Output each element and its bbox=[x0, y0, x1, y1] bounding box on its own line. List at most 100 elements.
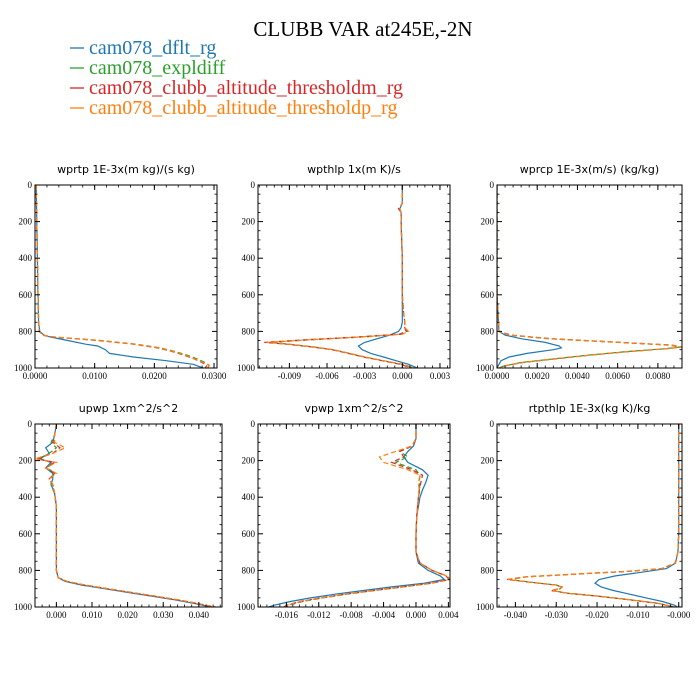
x-tick-label: 0.0060 bbox=[605, 371, 630, 381]
x-tick-label: -0.010 bbox=[626, 610, 650, 620]
y-tick-label: 1000 bbox=[14, 602, 33, 612]
x-tick-label: 0.0040 bbox=[565, 371, 590, 381]
x-tick-label: 0.0000 bbox=[485, 371, 510, 381]
series-line bbox=[35, 185, 211, 368]
plot-frame bbox=[496, 423, 683, 608]
y-tick-label: 800 bbox=[242, 326, 256, 336]
x-tick-label: -0.016 bbox=[275, 610, 299, 620]
series-line bbox=[268, 424, 446, 607]
legend-entry: cam078_clubb_altitude_thresholdm_rg bbox=[89, 77, 403, 99]
x-tick-label: 0.000 bbox=[392, 371, 413, 381]
series-line bbox=[35, 185, 210, 368]
y-tick-label: 800 bbox=[242, 565, 256, 575]
y-tick-label: 800 bbox=[481, 326, 495, 336]
x-tick-label: -0.000 bbox=[667, 610, 691, 620]
y-tick-label: 400 bbox=[19, 253, 33, 263]
y-tick-label: 0 bbox=[490, 180, 495, 190]
legend-entry: cam078_expldiff bbox=[89, 57, 226, 79]
x-tick-label: 0.010 bbox=[82, 610, 103, 620]
x-tick-label: -0.009 bbox=[278, 371, 302, 381]
series-line bbox=[593, 424, 680, 607]
plot-frame bbox=[257, 423, 451, 608]
plot-frame bbox=[34, 423, 223, 608]
y-tick-label: 1000 bbox=[14, 363, 33, 373]
y-tick-label: 400 bbox=[242, 253, 256, 263]
legend-entry: cam078_clubb_altitude_thresholdp_rg bbox=[89, 97, 397, 119]
plot-frame bbox=[34, 184, 218, 369]
x-tick-label: 0.000 bbox=[406, 610, 427, 620]
panel-title: wpthlp 1x(m K)/s bbox=[307, 163, 401, 176]
y-tick-label: 200 bbox=[242, 456, 256, 466]
y-tick-label: 0 bbox=[490, 419, 495, 429]
y-tick-label: 400 bbox=[481, 253, 495, 263]
y-tick-label: 800 bbox=[19, 326, 33, 336]
y-tick-label: 0 bbox=[251, 180, 256, 190]
series-line bbox=[35, 185, 208, 368]
x-tick-label: -0.030 bbox=[545, 610, 569, 620]
series-line bbox=[497, 185, 563, 368]
y-tick-label: 600 bbox=[242, 290, 256, 300]
series-line bbox=[507, 424, 680, 607]
legend-entry: cam078_dflt_rg bbox=[89, 37, 216, 59]
y-tick-label: 200 bbox=[19, 456, 33, 466]
x-tick-label: -0.040 bbox=[504, 610, 528, 620]
y-tick-label: 600 bbox=[481, 290, 495, 300]
y-tick-label: 1000 bbox=[237, 602, 256, 612]
chart-panel: wprtp 1E-3x(m kg)/(s kg) 0.0000 0.0100 0.02… bbox=[14, 163, 227, 381]
y-tick-label: 400 bbox=[19, 492, 33, 502]
y-tick-label: 200 bbox=[19, 217, 33, 227]
y-tick-label: 400 bbox=[242, 492, 256, 502]
x-tick-label: 0.040 bbox=[189, 610, 210, 620]
series-line bbox=[35, 185, 204, 368]
x-tick-label: 0.020 bbox=[117, 610, 138, 620]
chart-panel: upwp 1xm^2/s^2 0.000 0.010 0.020 0.030 0.040 0… bbox=[14, 402, 223, 620]
y-tick-label: 1000 bbox=[237, 363, 256, 373]
series-line bbox=[36, 424, 216, 607]
y-tick-label: 200 bbox=[481, 217, 495, 227]
series-line bbox=[38, 424, 212, 607]
x-tick-label: 0.0000 bbox=[23, 371, 48, 381]
y-tick-label: 600 bbox=[19, 529, 33, 539]
x-tick-label: 0.0100 bbox=[82, 371, 107, 381]
panel-title: rtpthlp 1E-3x(kg K)/kg bbox=[529, 402, 651, 415]
y-tick-label: 400 bbox=[481, 492, 495, 502]
legend: cam078_dflt_rgcam078_expldiffcam078_club… bbox=[70, 37, 403, 119]
x-tick-label: 0.030 bbox=[153, 610, 174, 620]
x-tick-label: -0.012 bbox=[307, 610, 330, 620]
y-tick-label: 600 bbox=[19, 290, 33, 300]
series-line bbox=[35, 424, 217, 607]
y-tick-label: 600 bbox=[481, 529, 495, 539]
x-tick-label: -0.003 bbox=[353, 371, 377, 381]
chart-panel: vpwp 1xm^2/s^2 -0.016 -0.012 -0.008 -0.004 0.… bbox=[237, 402, 459, 620]
y-tick-label: 200 bbox=[481, 456, 495, 466]
x-tick-label: 0.000 bbox=[46, 610, 67, 620]
series-line bbox=[507, 424, 680, 607]
plot-frame bbox=[496, 184, 683, 369]
series-line bbox=[284, 424, 450, 607]
panel-title: wprtp 1E-3x(m kg)/(s kg) bbox=[57, 163, 195, 176]
panels: wprtp 1E-3x(m kg)/(s kg)0.0000 0.0100 0.02… bbox=[14, 163, 691, 620]
series-line bbox=[35, 424, 214, 607]
series-line bbox=[509, 424, 680, 607]
x-tick-label: -0.004 bbox=[372, 610, 396, 620]
panel-title: vpwp 1xm^2/s^2 bbox=[304, 402, 403, 415]
x-tick-label: -0.006 bbox=[315, 371, 339, 381]
chart-panel: rtpthlp 1E-3x(kg K)/kg -0.040 -0.030 -0.020… bbox=[476, 402, 691, 620]
x-tick-label: 0.0200 bbox=[142, 371, 167, 381]
y-tick-label: 1000 bbox=[476, 363, 495, 373]
x-tick-label: -0.020 bbox=[585, 610, 609, 620]
x-tick-label: -0.008 bbox=[340, 610, 364, 620]
y-tick-label: 800 bbox=[19, 565, 33, 575]
chart-panel: wpthlp 1x(m K)/s -0.009 -0.006 -0.003 0.000 0… bbox=[237, 163, 451, 381]
y-tick-label: 1000 bbox=[476, 602, 495, 612]
y-tick-label: 200 bbox=[242, 217, 256, 227]
series-line bbox=[286, 424, 450, 607]
chart-panel: wprcp 1E-3x(m/s) (kg/kg) 0.0000 0.0020 0.00… bbox=[476, 163, 683, 381]
series-line bbox=[264, 185, 413, 368]
x-tick-label: 0.004 bbox=[438, 610, 459, 620]
panel-title: upwp 1xm^2/s^2 bbox=[79, 402, 179, 415]
x-tick-label: 0.0300 bbox=[202, 371, 227, 381]
y-tick-label: 0 bbox=[28, 180, 33, 190]
series-line bbox=[283, 424, 450, 607]
